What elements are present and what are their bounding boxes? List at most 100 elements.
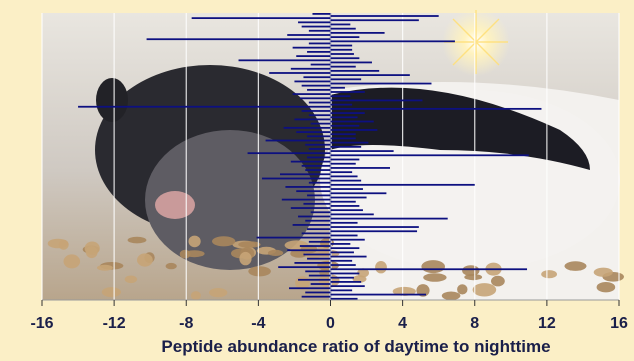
bar (310, 63, 331, 66)
bar (330, 259, 353, 262)
bar (330, 247, 360, 250)
bar (330, 82, 432, 85)
bar (330, 74, 410, 76)
x-tick-label: 16 (610, 315, 628, 332)
bar (330, 40, 455, 43)
bar (280, 173, 331, 176)
bar (78, 105, 331, 108)
bar (330, 200, 356, 203)
bar (330, 19, 419, 22)
bar (278, 266, 331, 269)
bar (330, 209, 363, 212)
bar (289, 287, 331, 290)
bar (296, 190, 331, 193)
bar (330, 293, 427, 296)
bar (330, 251, 354, 254)
x-axis: -16 -12 -8 -4 0 4 8 12 16 (30, 299, 628, 332)
bar (296, 131, 331, 133)
bar (290, 160, 331, 163)
bar (330, 289, 353, 292)
bar (330, 158, 360, 161)
bar (330, 192, 387, 195)
bar (305, 270, 331, 273)
x-tick-label: 8 (470, 315, 479, 332)
bar (330, 281, 362, 283)
bar (301, 110, 331, 112)
x-tick-label: -12 (103, 315, 126, 332)
bar (330, 137, 356, 140)
bar (330, 268, 528, 271)
bar (330, 150, 394, 152)
bar (269, 72, 331, 74)
bar (296, 55, 331, 57)
bar (330, 243, 351, 245)
bar (330, 145, 362, 148)
bar (330, 23, 351, 26)
bar (292, 93, 331, 95)
bar (330, 36, 360, 38)
bar (290, 207, 331, 209)
bar (330, 53, 354, 55)
bar (303, 76, 331, 79)
bar (307, 228, 331, 231)
bar (330, 91, 365, 93)
bars (78, 13, 542, 300)
bar (294, 80, 331, 83)
bar (330, 167, 390, 169)
bar (312, 13, 331, 15)
bar (298, 21, 331, 24)
bar (330, 15, 439, 17)
bar (301, 84, 331, 87)
bar (305, 291, 331, 294)
bar (330, 65, 356, 68)
bar (308, 42, 331, 45)
bar (238, 59, 331, 62)
bar (330, 162, 356, 165)
bar (330, 141, 369, 144)
bar (330, 27, 356, 30)
grey-rat-shape (145, 130, 315, 270)
x-tick-label: 12 (538, 315, 556, 332)
bar (330, 221, 358, 224)
bar (299, 97, 331, 100)
bar (308, 240, 331, 243)
bar (305, 143, 331, 146)
bar (330, 124, 360, 127)
bar (330, 255, 367, 258)
bar (294, 118, 331, 121)
x-axis-title: Peptide abundance ratio of daytime to ni… (161, 337, 550, 356)
bar (330, 69, 380, 72)
bar (330, 107, 542, 110)
bar (330, 57, 360, 60)
bar (330, 264, 356, 266)
bar (305, 219, 331, 222)
bar (287, 34, 331, 36)
bar (330, 112, 365, 114)
x-tick-label: -4 (251, 315, 265, 332)
bar (294, 262, 331, 264)
bar (330, 272, 360, 275)
bar (330, 116, 358, 119)
bar (330, 276, 354, 279)
bar (330, 78, 362, 81)
x-tick-label: 0 (326, 315, 335, 332)
bar (330, 129, 378, 131)
bar (299, 245, 331, 247)
bar (330, 154, 529, 157)
x-tick-label: -16 (30, 315, 53, 332)
bar (308, 114, 331, 117)
bar (330, 95, 351, 98)
bar (330, 48, 353, 51)
bar (330, 230, 418, 233)
bar (301, 164, 331, 167)
bar (307, 257, 331, 260)
bar (308, 101, 331, 104)
bar (265, 139, 331, 142)
bar (330, 285, 365, 288)
bar (330, 133, 356, 136)
bar (330, 61, 372, 64)
bar (330, 238, 365, 241)
bar (308, 274, 331, 277)
bar (256, 236, 331, 239)
